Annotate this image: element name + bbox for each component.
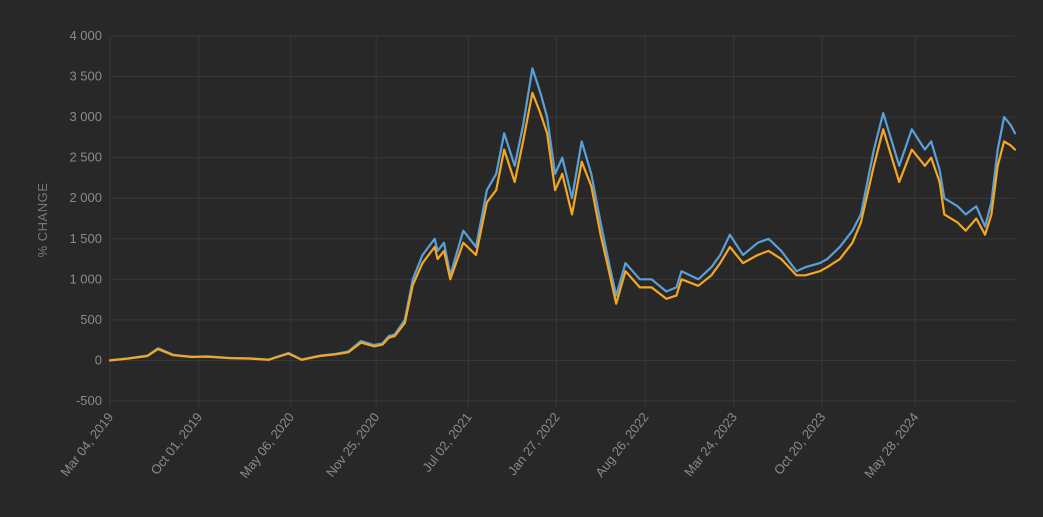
y-tick-label: 4 000 xyxy=(69,28,102,43)
x-tick-label: Mar 04, 2019 xyxy=(57,410,116,480)
gridlines xyxy=(109,35,1015,407)
x-tick-label: Oct 01, 2019 xyxy=(148,410,206,478)
y-tick-label: 2 500 xyxy=(69,150,102,165)
y-axis-ticks: -500 0 500 1 000 1 500 2 000 2 500 3 000 3 500 4 … xyxy=(69,28,102,408)
x-tick-label: Nov 25, 2020 xyxy=(323,410,382,480)
x-tick-label: Aug 26, 2022 xyxy=(592,410,651,480)
y-tick-label: 500 xyxy=(80,312,102,327)
x-axis-ticks: Mar 04, 2019 Oct 01, 2019 May 06, 2020 Nov … xyxy=(57,410,921,481)
y-tick-label: -500 xyxy=(76,393,102,408)
x-tick-label: May 06, 2020 xyxy=(237,410,297,481)
y-axis-label: % CHANGE xyxy=(35,183,50,258)
x-tick-label: Oct 20, 2023 xyxy=(771,410,829,478)
y-tick-label: 3 500 xyxy=(69,69,102,84)
x-tick-label: Jan 27, 2022 xyxy=(505,410,563,478)
y-tick-label: 0 xyxy=(95,352,102,367)
y-tick-label: 1 000 xyxy=(69,271,102,286)
series-group xyxy=(108,67,1017,362)
y-tick-label: 3 000 xyxy=(69,109,102,124)
x-tick-label: May 28, 2024 xyxy=(861,410,921,481)
x-tick-label: Mar 24, 2023 xyxy=(681,410,740,480)
series-line-1 xyxy=(108,67,1017,362)
x-tick-label: Jul 02, 2021 xyxy=(419,410,474,475)
series-line-2 xyxy=(108,91,1017,362)
y-tick-label: 1 500 xyxy=(69,231,102,246)
y-tick-label: 2 000 xyxy=(69,190,102,205)
